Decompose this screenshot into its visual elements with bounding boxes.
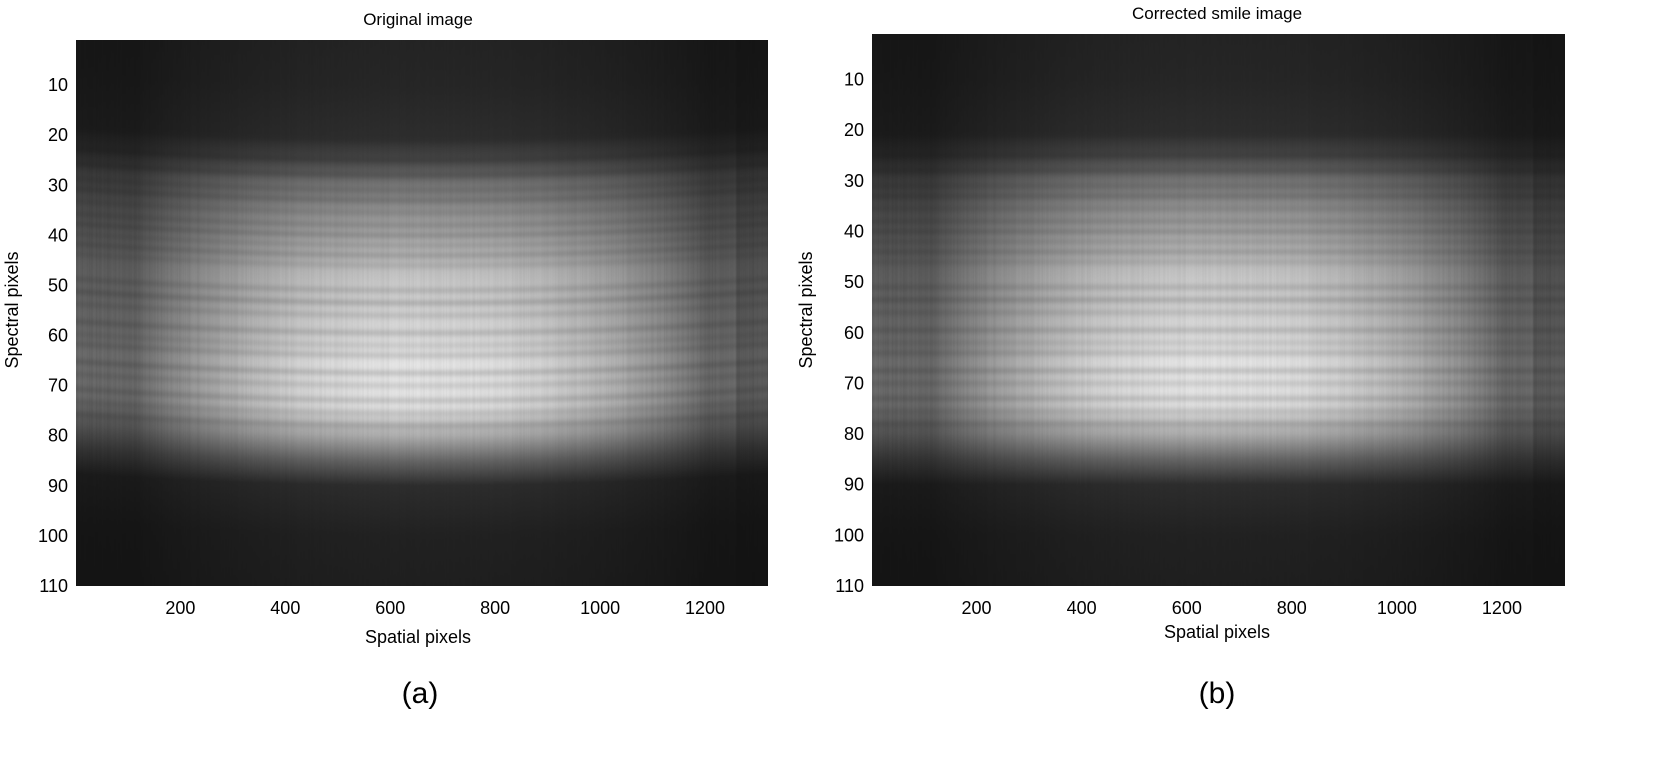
y-tick-label: 70 bbox=[48, 376, 68, 396]
x-tick-labels-original: 200 400 600 800 1000 1200 bbox=[165, 598, 725, 618]
x-tick-label: 1000 bbox=[580, 598, 620, 618]
y-axis-label-original: Spectral pixels bbox=[2, 251, 22, 368]
x-tick-label: 800 bbox=[480, 598, 510, 618]
y-tick-labels-original: 10 20 30 40 50 60 70 80 90 100 110 bbox=[38, 75, 68, 596]
y-tick-label: 50 bbox=[844, 272, 864, 292]
x-tick-label: 800 bbox=[1277, 598, 1307, 618]
y-axis-label-corrected: Spectral pixels bbox=[796, 251, 816, 368]
y-tick-label: 60 bbox=[844, 323, 864, 343]
y-tick-label: 10 bbox=[844, 70, 864, 90]
x-tick-label: 1200 bbox=[1482, 598, 1522, 618]
panel-label-a: (a) bbox=[402, 677, 439, 710]
y-tick-label: 80 bbox=[48, 426, 68, 446]
x-tick-label: 1200 bbox=[685, 598, 725, 618]
y-tick-label: 10 bbox=[48, 75, 68, 95]
x-axis-label-corrected: Spatial pixels bbox=[1164, 622, 1270, 642]
y-tick-label: 60 bbox=[48, 326, 68, 346]
panel-original: Original image 200 400 600 800 1000 1200 10 20… bbox=[2, 10, 768, 710]
x-tick-label: 400 bbox=[1067, 598, 1097, 618]
y-tick-label: 40 bbox=[844, 222, 864, 242]
x-tick-label: 200 bbox=[962, 598, 992, 618]
y-tick-label: 110 bbox=[39, 576, 68, 596]
y-tick-labels-corrected: 10 20 30 40 50 60 70 80 90 100 110 bbox=[834, 70, 864, 596]
y-tick-label: 40 bbox=[48, 225, 68, 245]
panel-label-b: (b) bbox=[1199, 677, 1236, 710]
spectral-image-original bbox=[76, 40, 768, 586]
x-tick-label: 600 bbox=[1172, 598, 1202, 618]
y-tick-label: 80 bbox=[844, 424, 864, 444]
y-tick-label: 90 bbox=[844, 475, 864, 495]
x-tick-label: 600 bbox=[375, 598, 405, 618]
spectral-image-corrected bbox=[872, 34, 1565, 586]
chart-title-corrected: Corrected smile image bbox=[1132, 4, 1302, 23]
y-tick-label: 110 bbox=[835, 576, 864, 596]
panel-corrected: Corrected smile image 200 400 600 800 1000 12… bbox=[796, 4, 1565, 710]
y-tick-label: 100 bbox=[834, 525, 864, 545]
y-tick-label: 90 bbox=[48, 476, 68, 496]
y-tick-label: 100 bbox=[38, 526, 68, 546]
chart-title-original: Original image bbox=[363, 10, 473, 29]
y-tick-label: 20 bbox=[48, 125, 68, 145]
y-tick-label: 30 bbox=[48, 175, 68, 195]
y-tick-label: 50 bbox=[48, 275, 68, 295]
y-tick-label: 20 bbox=[844, 120, 864, 140]
y-tick-label: 30 bbox=[844, 171, 864, 191]
x-axis-label-original: Spatial pixels bbox=[365, 627, 471, 647]
x-tick-label: 400 bbox=[270, 598, 300, 618]
x-tick-label: 200 bbox=[165, 598, 195, 618]
y-tick-label: 70 bbox=[844, 373, 864, 393]
x-tick-labels-corrected: 200 400 600 800 1000 1200 bbox=[962, 598, 1522, 618]
x-tick-label: 1000 bbox=[1377, 598, 1417, 618]
